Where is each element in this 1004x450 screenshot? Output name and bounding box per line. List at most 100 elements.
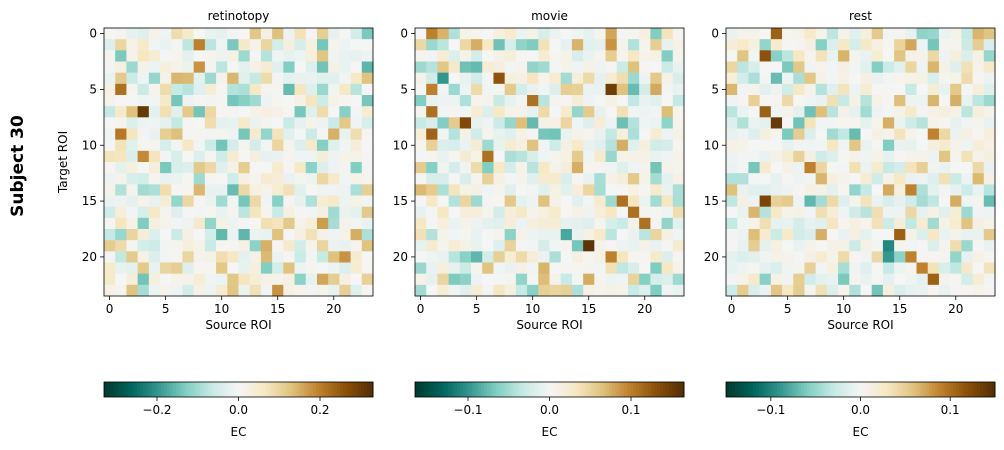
colorbar-segment <box>471 382 476 397</box>
heatmap-cell <box>961 117 973 129</box>
heatmap-cell <box>448 173 461 185</box>
colorbar-segment <box>319 382 323 397</box>
heatmap-cell <box>639 28 651 40</box>
heatmap-cell <box>549 162 562 174</box>
heatmap-cell <box>983 195 996 208</box>
heatmap-cell <box>115 229 127 241</box>
heatmap-cell <box>748 162 761 174</box>
colorbar-segment <box>854 382 859 397</box>
heatmap-cell <box>961 206 973 219</box>
heatmap-cell <box>804 184 817 196</box>
heatmap-cell <box>838 95 850 107</box>
heatmap-cell <box>283 117 295 129</box>
heatmap-cell <box>726 39 738 51</box>
heatmap-cell <box>437 273 450 286</box>
heatmap-cell <box>661 117 674 129</box>
heatmap-cell <box>616 251 629 263</box>
heatmap-cell <box>115 106 127 118</box>
heatmap-cell <box>815 95 828 107</box>
heatmap-cell <box>571 229 584 241</box>
heatmap-cell <box>983 240 996 252</box>
heatmap-cell <box>726 217 738 230</box>
heatmap-cell <box>272 117 284 129</box>
heatmap-cell <box>748 83 761 96</box>
heatmap-cell <box>493 184 506 196</box>
heatmap-cell <box>350 229 363 241</box>
heatmap-cell <box>549 206 562 219</box>
heatmap-cell <box>283 50 295 62</box>
heatmap-cell <box>272 28 284 40</box>
heatmap-cell <box>515 72 528 85</box>
heatmap-cell <box>594 184 606 196</box>
heatmap-cell <box>961 95 973 107</box>
heatmap-cell <box>938 273 951 286</box>
heatmap-cell <box>361 284 374 297</box>
heatmap-cell <box>272 229 284 241</box>
heatmap-cell <box>627 229 640 241</box>
heatmap-cell <box>504 28 517 40</box>
heatmap-cell <box>594 95 606 107</box>
heatmap-cell <box>160 273 172 286</box>
heatmap-cell <box>838 61 850 74</box>
heatmap-cell <box>361 240 374 252</box>
heatmap-cell <box>826 184 839 196</box>
heatmap-cell <box>860 150 873 163</box>
heatmap-cell <box>316 262 329 275</box>
heatmap-cell <box>672 139 685 152</box>
heatmap-cell <box>871 162 884 174</box>
heatmap-cell <box>871 83 884 96</box>
heatmap-cell <box>793 39 805 51</box>
heatmap-cell <box>770 162 783 174</box>
colorbar-segment <box>423 382 428 397</box>
heatmap-cell <box>227 150 239 163</box>
heatmap-cell <box>471 184 483 196</box>
colorbar-segment <box>633 382 637 397</box>
heatmap-cell <box>782 128 794 141</box>
heatmap-cell <box>361 184 374 196</box>
heatmap-cell <box>126 229 139 241</box>
heatmap-cell <box>571 262 584 275</box>
heatmap-cell <box>972 284 985 297</box>
heatmap-cell <box>316 106 329 118</box>
heatmap-cell <box>650 83 662 96</box>
heatmap-cell <box>905 139 917 152</box>
heatmap-cell <box>504 251 517 263</box>
heatmap-cell <box>605 229 618 241</box>
heatmap-cell <box>504 284 517 297</box>
heatmap-cell <box>560 28 573 40</box>
y-tick-label: 15 <box>704 194 719 208</box>
colorbar-segment <box>878 382 882 397</box>
heatmap-cell <box>448 117 461 129</box>
heatmap-cell <box>849 184 861 196</box>
heatmap-cell <box>415 128 427 141</box>
colorbar-segment <box>121 382 126 397</box>
heatmap-cell <box>793 284 805 297</box>
colorbar-segment <box>752 382 757 397</box>
heatmap-cell <box>260 262 273 275</box>
heatmap-cell <box>216 262 228 275</box>
heatmap-cell <box>283 95 295 107</box>
heatmap-cell <box>826 117 839 129</box>
x-tick-label: 0 <box>106 302 114 316</box>
heatmap-cell <box>983 117 996 129</box>
heatmap-cell <box>838 28 850 40</box>
heatmap-cell <box>616 184 629 196</box>
heatmap-cell <box>661 61 674 74</box>
heatmap-cell <box>328 83 340 96</box>
heatmap-cell <box>804 284 817 297</box>
heatmap-cell <box>361 195 374 208</box>
heatmap-cell <box>583 95 595 107</box>
heatmap-cell <box>182 83 195 96</box>
heatmap-cell <box>950 262 962 275</box>
heatmap-cell <box>283 61 295 74</box>
heatmap-cell <box>661 184 674 196</box>
heatmap-cell <box>328 39 340 51</box>
heatmap-cell <box>938 117 951 129</box>
heatmap-cell <box>871 61 884 74</box>
heatmap-cell <box>182 173 195 185</box>
heatmap-cell <box>260 72 273 85</box>
colorbar-segment <box>474 382 479 397</box>
heatmap-cell <box>171 273 183 286</box>
colorbar-segment <box>666 382 670 397</box>
colorbar-segment <box>794 382 799 397</box>
